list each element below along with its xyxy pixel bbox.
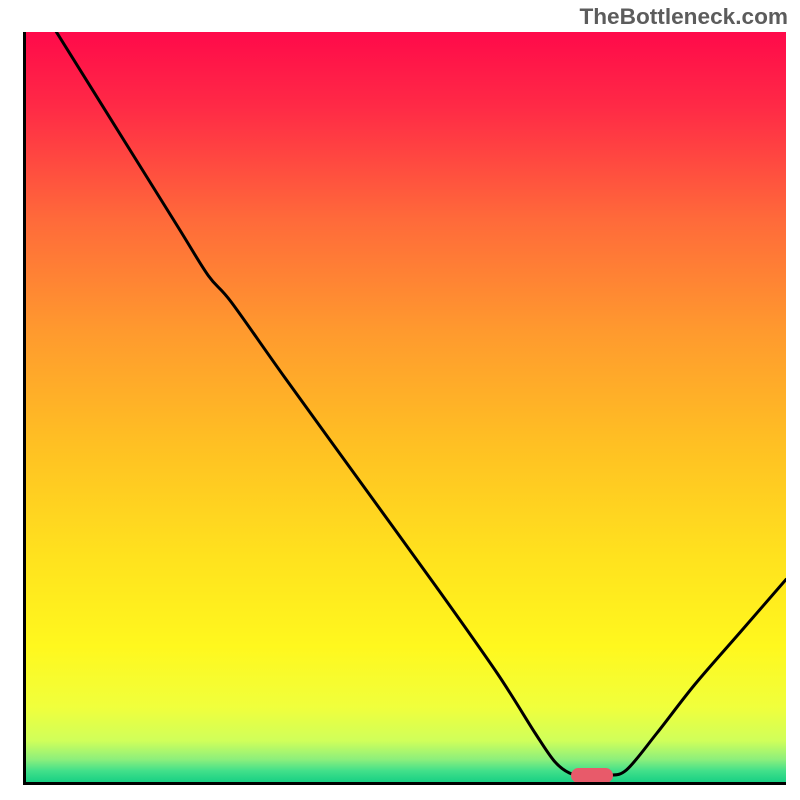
x-axis (23, 782, 786, 785)
curve-layer (26, 32, 786, 782)
plot-area (26, 32, 786, 782)
chart-container: TheBottleneck.com (0, 0, 800, 800)
attribution-text: TheBottleneck.com (579, 4, 788, 30)
optimum-marker (571, 768, 613, 783)
bottleneck-curve (56, 32, 786, 776)
y-axis (23, 32, 26, 782)
